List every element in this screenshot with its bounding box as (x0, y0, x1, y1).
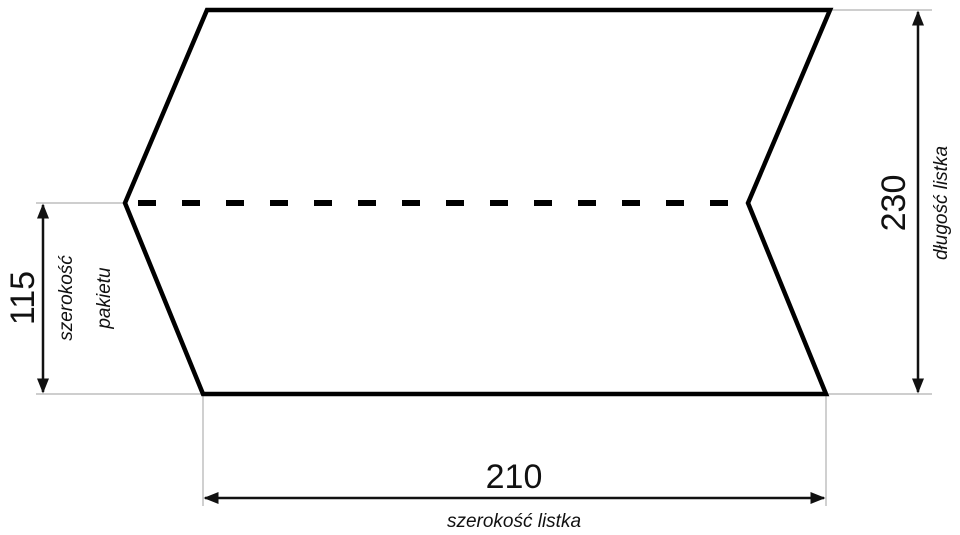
package-width-label-line1: szerokość (56, 255, 77, 341)
length-value: 230 (875, 175, 913, 232)
package-width-label-line2: pakietu (94, 267, 115, 330)
leaf-outline (122, 7, 834, 397)
extension-lines (36, 9, 932, 506)
width-value: 210 (486, 458, 543, 496)
width-label: szerokość listka (447, 511, 581, 532)
package-width-value: 115 (4, 271, 42, 325)
length-label: długość listka (931, 146, 952, 260)
